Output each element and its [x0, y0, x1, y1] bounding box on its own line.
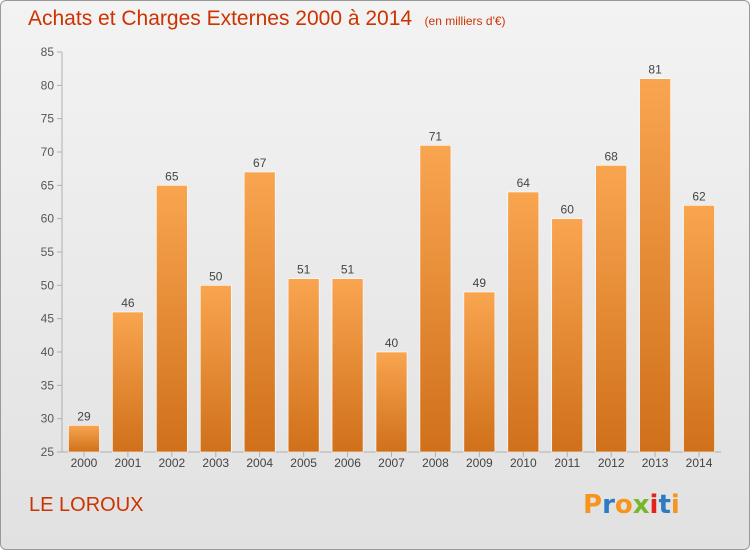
y-tick-label: 55	[41, 245, 55, 259]
bar	[551, 218, 584, 453]
x-tick-label: 2013	[642, 456, 669, 470]
data-label: 51	[341, 263, 355, 277]
x-tick-label: 2006	[334, 456, 361, 470]
title-row: Achats et Charges Externes 2000 à 2014 (…	[28, 7, 506, 31]
x-tick-label: 2009	[466, 456, 493, 470]
chart-title: Achats et Charges Externes 2000 à 2014	[28, 7, 413, 30]
y-tick-label: 35	[41, 378, 55, 392]
x-tick-label: 2010	[510, 456, 537, 470]
bar	[156, 185, 188, 453]
x-tick-label: 2008	[422, 456, 449, 470]
chart-subtitle: (en milliers d'€)	[424, 14, 506, 28]
data-label: 40	[385, 336, 399, 350]
commune-name: LE LOROUX	[29, 494, 144, 516]
bar	[68, 425, 100, 453]
y-tick-label: 75	[41, 112, 55, 126]
data-label: 62	[692, 189, 706, 203]
x-tick-label: 2002	[158, 456, 185, 470]
logo-letter: t	[658, 490, 671, 520]
logo-letter: i	[670, 490, 680, 520]
bar	[375, 351, 408, 453]
x-tick-label: 2005	[290, 456, 317, 470]
logo-letter: o	[614, 490, 633, 520]
y-tick-label: 60	[41, 212, 55, 226]
data-label: 46	[121, 296, 135, 310]
x-tick-label: 2003	[202, 456, 229, 470]
x-tick-label: 2007	[378, 456, 405, 470]
bar	[331, 278, 364, 453]
logo-letter: i	[649, 490, 659, 520]
data-label: 50	[209, 269, 223, 283]
bar	[463, 291, 496, 453]
x-tick-label: 2001	[115, 456, 142, 470]
y-tick-label: 70	[41, 145, 55, 159]
x-tick-label: 2011	[554, 456, 580, 470]
data-label: 64	[517, 176, 531, 190]
y-tick-label: 40	[41, 345, 55, 359]
y-tick-label: 50	[41, 278, 55, 292]
bar	[639, 78, 671, 453]
y-tick-label: 85	[41, 45, 55, 59]
logo-letter: r	[602, 490, 615, 520]
bar	[419, 145, 452, 453]
bar	[507, 191, 540, 453]
bar	[287, 278, 320, 453]
logo-letter: P	[583, 490, 603, 520]
x-tick-label: 2004	[246, 456, 273, 470]
y-tick-label: 65	[41, 178, 55, 192]
data-label: 68	[604, 149, 618, 163]
bar	[112, 311, 144, 453]
y-tick-label: 45	[41, 312, 55, 326]
data-label: 51	[297, 263, 311, 277]
data-label: 29	[77, 409, 91, 423]
data-label: 49	[473, 276, 487, 290]
y-tick-label: 30	[41, 412, 55, 426]
data-label: 67	[253, 156, 267, 170]
y-tick-label: 25	[41, 445, 55, 459]
proxiti-logo[interactable]: Proxiti	[583, 490, 680, 520]
bar	[243, 171, 276, 453]
data-label: 65	[165, 169, 179, 183]
bar	[595, 165, 627, 453]
x-tick-label: 2000	[71, 456, 98, 470]
x-tick-label: 2012	[598, 456, 625, 470]
y-tick-label: 80	[41, 78, 55, 92]
logo-letter: x	[632, 490, 650, 520]
bar	[199, 285, 232, 453]
data-label: 81	[648, 63, 662, 77]
x-tick-label: 2014	[686, 456, 713, 470]
data-label: 60	[561, 203, 575, 217]
bar	[683, 205, 715, 453]
data-label: 71	[429, 129, 443, 143]
